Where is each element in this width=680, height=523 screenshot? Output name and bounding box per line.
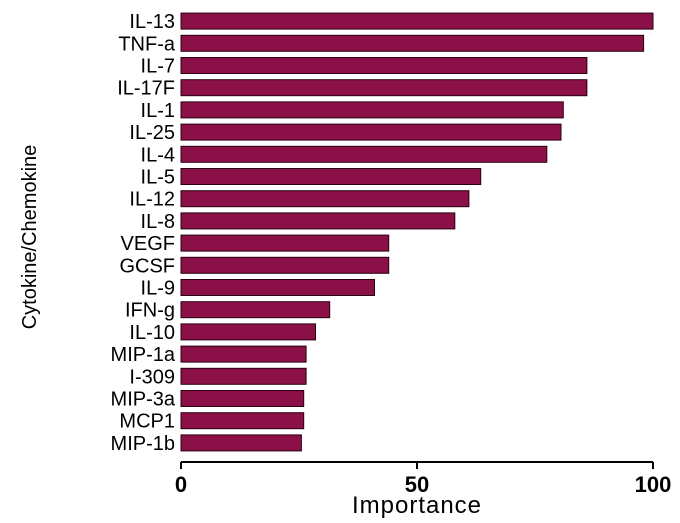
category-labels: IL-13TNF-aIL-7IL-17FIL-1IL-25IL-4IL-5IL-… <box>111 11 176 455</box>
bar-il-10 <box>180 323 316 341</box>
bar-mip-3a <box>180 390 305 407</box>
bar-vegf <box>180 234 390 252</box>
category-label: GCSF <box>119 255 175 277</box>
category-label: IL-4 <box>141 144 175 166</box>
y-axis-label: Cytokine/Chemokine <box>19 145 41 330</box>
bar-il-25 <box>180 123 562 141</box>
category-label: IL-25 <box>129 122 175 144</box>
bar-il-12 <box>180 190 470 208</box>
x-tick-label: 50 <box>405 472 429 497</box>
x-tick-label: 100 <box>635 472 672 497</box>
bar-il-5 <box>180 168 482 185</box>
category-label: IL-17F <box>117 78 175 100</box>
category-label: MIP-1b <box>111 433 175 455</box>
category-label: IL-8 <box>141 211 175 233</box>
bars-group <box>180 12 654 452</box>
category-label: IL-7 <box>141 56 175 78</box>
bar-mip-1b <box>180 434 302 452</box>
bar-il-13 <box>180 12 654 30</box>
bar-il-4 <box>180 145 548 163</box>
bar-il-17f <box>180 79 588 97</box>
bar-tnf-a <box>180 34 645 52</box>
category-label: MCP1 <box>119 411 175 433</box>
category-label: IL-12 <box>129 189 175 211</box>
category-label: TNF-a <box>118 33 176 55</box>
bar-ifn-g <box>180 301 331 319</box>
category-label: I-309 <box>129 366 175 388</box>
category-label: IL-9 <box>141 278 175 300</box>
category-label: MIP-3a <box>111 389 176 411</box>
category-label: IFN-g <box>125 300 175 322</box>
x-tick-label: 0 <box>175 472 187 497</box>
bar-gcsf <box>180 256 390 274</box>
bar-il-7 <box>180 57 588 74</box>
bar-il-8 <box>180 212 456 230</box>
category-label: MIP-1a <box>111 344 176 366</box>
bar-il-1 <box>180 101 564 119</box>
category-label: IL-13 <box>129 11 175 33</box>
category-label: VEGF <box>121 233 175 255</box>
bar-mip-1a <box>180 345 307 363</box>
x-axis-label: Importance <box>352 492 482 519</box>
bar-mcp1 <box>180 412 305 430</box>
category-label: IL-1 <box>141 100 175 122</box>
bar-i-309 <box>180 367 307 385</box>
x-axis-ticks: 0 50 100 <box>175 462 671 497</box>
category-label: IL-5 <box>141 167 175 189</box>
category-label: IL-10 <box>129 322 175 344</box>
bar-il-9 <box>180 279 375 296</box>
